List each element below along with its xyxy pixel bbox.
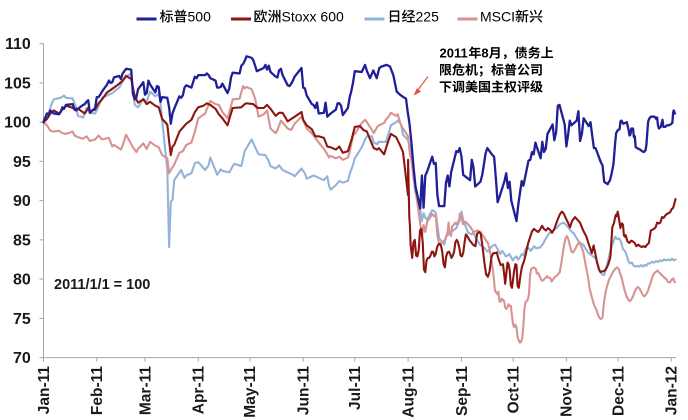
svg-text:Jul-11: Jul-11 [347, 366, 364, 410]
svg-text:95: 95 [13, 154, 31, 171]
svg-text:70: 70 [13, 350, 31, 367]
svg-text:90: 90 [13, 193, 31, 210]
svg-text:Aug-11: Aug-11 [400, 366, 417, 418]
svg-text:May-11: May-11 [242, 366, 259, 418]
svg-text:2011: 2011 [440, 46, 468, 61]
svg-text:Jan-12: Jan-12 [664, 366, 681, 415]
svg-text:2011/1/1 = 100: 2011/1/1 = 100 [54, 277, 150, 293]
svg-text:Oct-11: Oct-11 [505, 366, 522, 414]
svg-text:Dec-11: Dec-11 [610, 366, 627, 416]
svg-text:80: 80 [13, 272, 31, 289]
svg-text:105: 105 [4, 75, 31, 92]
svg-text:Mar-11: Mar-11 [137, 366, 154, 415]
svg-text:Stoxx 600: Stoxx 600 [282, 8, 344, 24]
svg-text:500: 500 [188, 8, 212, 24]
svg-text:225: 225 [416, 8, 440, 24]
svg-text:Nov-11: Nov-11 [559, 366, 576, 417]
svg-text:85: 85 [13, 232, 31, 249]
svg-text:Apr-11: Apr-11 [191, 366, 208, 415]
svg-text:Jan-11: Jan-11 [36, 366, 53, 415]
svg-text:Feb-11: Feb-11 [89, 366, 106, 415]
svg-text:Jun-11: Jun-11 [296, 366, 313, 415]
svg-text:Sep-11: Sep-11 [454, 366, 471, 416]
svg-text:75: 75 [13, 311, 31, 328]
svg-text:110: 110 [5, 36, 31, 53]
svg-text:8: 8 [481, 46, 488, 61]
svg-text:100: 100 [4, 115, 31, 132]
svg-text:MSCI: MSCI [480, 8, 515, 24]
